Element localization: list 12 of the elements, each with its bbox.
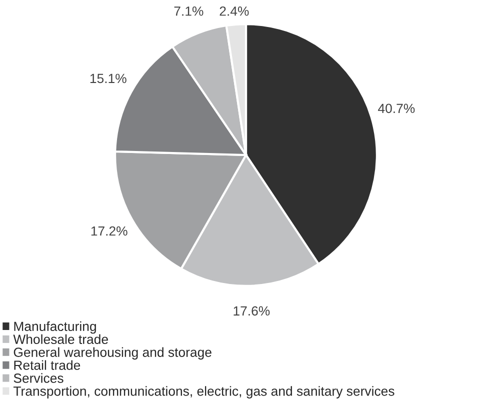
legend-label: Wholesale trade [13, 334, 108, 344]
data-label: 2.4% [220, 6, 249, 16]
data-label: 15.1% [90, 74, 126, 84]
legend-label: General warehousing and storage [14, 347, 212, 360]
legend-label: Retail trade [14, 360, 80, 370]
legend-label: Services [14, 373, 64, 383]
data-label: 17.6% [234, 306, 270, 316]
data-label: 17.2% [91, 226, 128, 236]
data-label: 7.1% [174, 6, 204, 16]
legend-label: Manufacturing [14, 321, 96, 334]
data-label: 40.7% [378, 104, 415, 114]
legend-label: Transportion, communications, electric, gas and sanitary services [13, 386, 394, 398]
